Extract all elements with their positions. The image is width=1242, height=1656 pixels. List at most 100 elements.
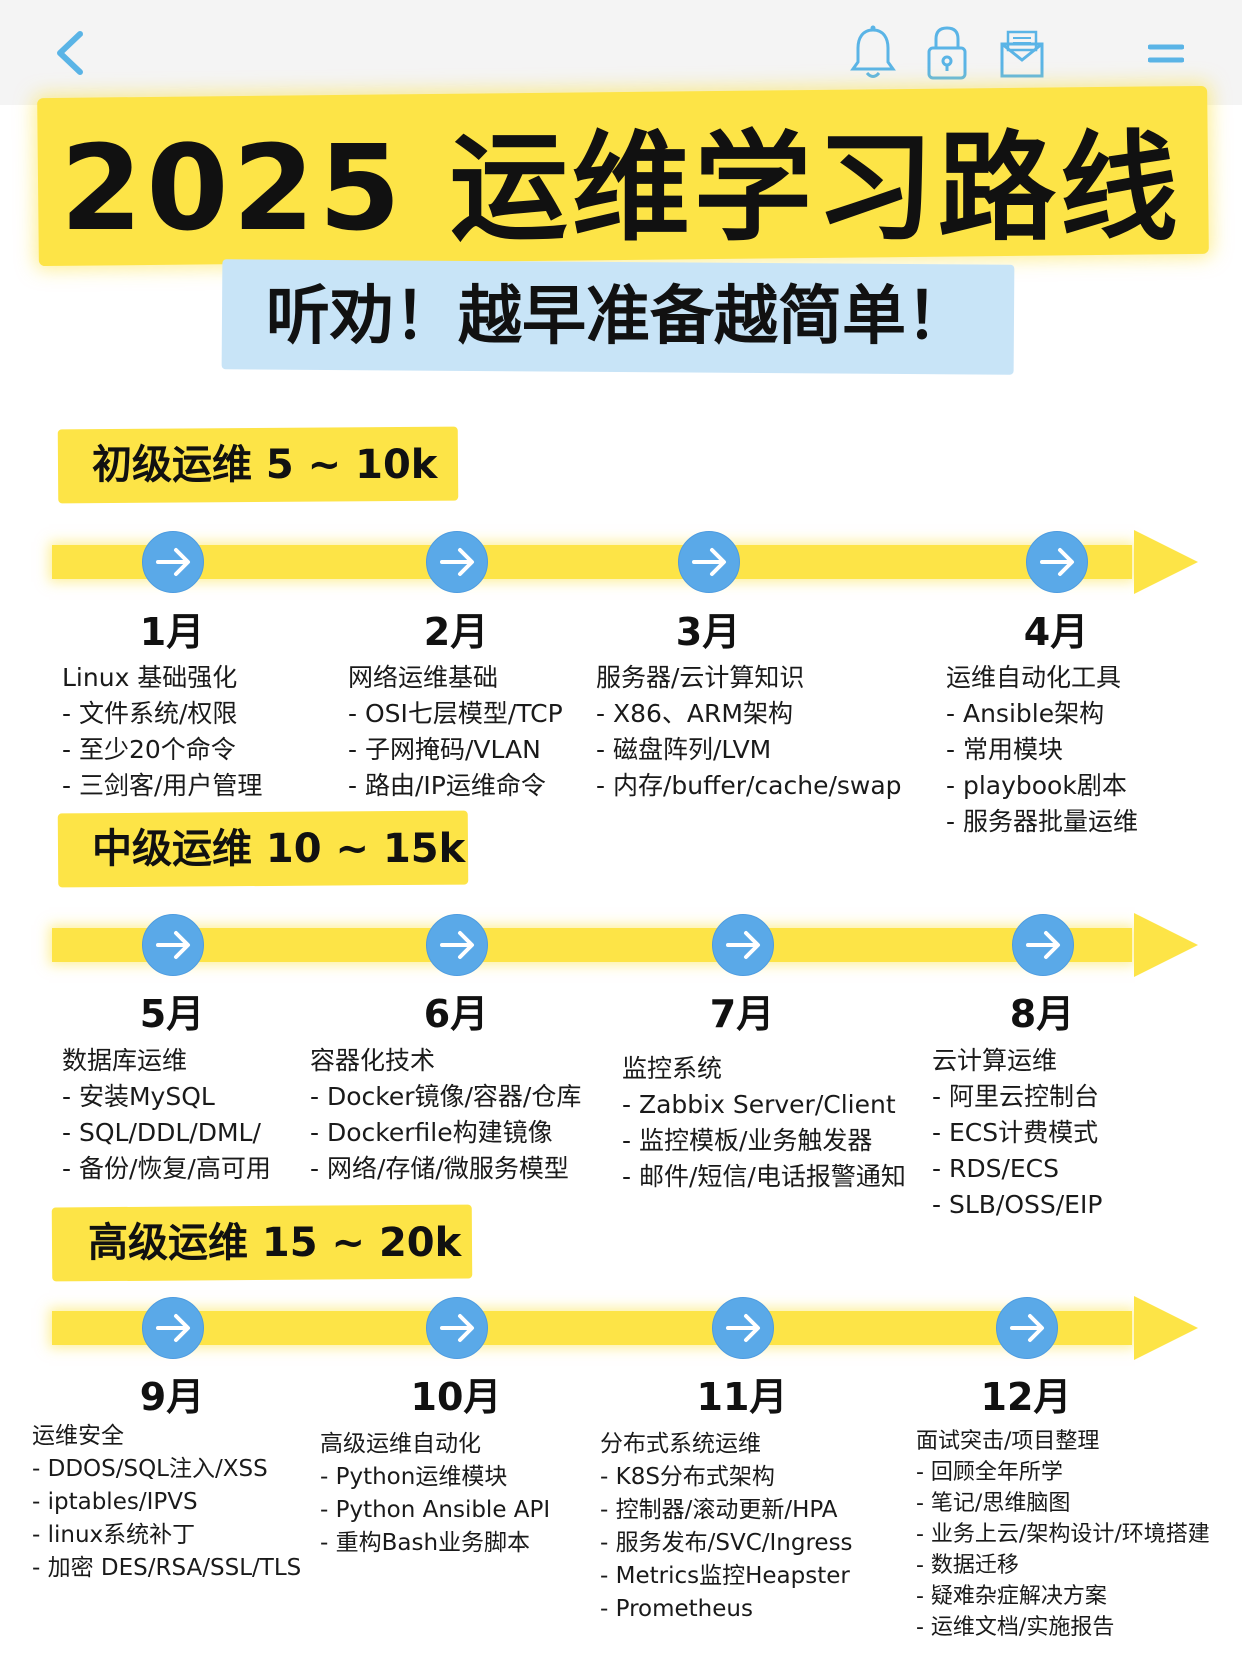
- topic-item: - Docker镜像/容器/仓库: [310, 1082, 582, 1111]
- month-content: Linux 基础强化 - 文件系统/权限 - 至少20个命令 - 三剑客/用户管…: [62, 660, 262, 804]
- topic-item: - 控制器/滚动更新/HPA: [600, 1497, 838, 1523]
- arrow-right-icon: [712, 914, 774, 976]
- month-content: 容器化技术 - Docker镜像/容器/仓库 - Dockerfile构建镜像 …: [310, 1043, 581, 1187]
- topic-heading: 容器化技术: [310, 1046, 436, 1075]
- month-content: 高级运维自动化 - Python运维模块 - Python Ansible AP…: [320, 1428, 550, 1560]
- level-label: 高级运维 15 ~ 20k: [88, 1220, 462, 1266]
- month-label: 1月: [139, 610, 205, 654]
- topic-heading: 面试突击/项目整理: [916, 1429, 1100, 1454]
- topic-item: - 三剑客/用户管理: [62, 771, 263, 800]
- month-content: 监控系统 - Zabbix Server/Client - 监控模板/业务触发器…: [622, 1051, 906, 1195]
- topic-item: - Dockerfile构建镜像: [310, 1118, 553, 1147]
- month-content: 服务器/云计算知识 - X86、ARM架构 - 磁盘阵列/LVM - 内存/bu…: [596, 660, 902, 804]
- arrow-right-icon: [678, 531, 740, 593]
- topic-heading: 高级运维自动化: [320, 1431, 481, 1457]
- timeline-bar: [52, 1311, 1132, 1345]
- timeline-arrowhead: [1134, 913, 1198, 977]
- topic-item: - 邮件/短信/电话报警通知: [622, 1162, 906, 1191]
- arrow-right-icon: [142, 914, 204, 976]
- topic-item: - SQL/DDL/DML/: [62, 1118, 261, 1147]
- month-label: 6月: [423, 992, 489, 1036]
- month-label: 10月: [410, 1375, 502, 1419]
- topic-item: - 子网掩码/VLAN: [348, 735, 541, 764]
- topic-item: - K8S分布式架构: [600, 1464, 775, 1490]
- page-title: 2025 运维学习路线: [60, 119, 1182, 257]
- topic-item: - RDS/ECS: [932, 1154, 1060, 1183]
- topic-item: - Metrics监控Heapster: [600, 1563, 850, 1589]
- topic-item: - DDOS/SQL注入/XSS: [32, 1456, 268, 1482]
- topic-item: - 阿里云控制台: [932, 1082, 1099, 1111]
- topic-item: - 内存/buffer/cache/swap: [596, 771, 902, 800]
- topic-item: - 疑难杂症解决方案: [916, 1584, 1107, 1609]
- month-content: 云计算运维 - 阿里云控制台 - ECS计费模式 - RDS/ECS - SLB…: [932, 1043, 1102, 1223]
- topic-item: - 服务发布/SVC/Ingress: [600, 1530, 853, 1556]
- arrow-right-icon: [142, 531, 204, 593]
- topic-item: - iptables/IPVS: [32, 1489, 198, 1515]
- month-label: 2月: [423, 610, 489, 654]
- topic-item: - playbook剧本: [946, 771, 1127, 800]
- menu-icon[interactable]: [1148, 42, 1184, 66]
- topic-item: - 重构Bash业务脚本: [320, 1530, 531, 1556]
- month-label: 8月: [1009, 992, 1075, 1036]
- month-label: 4月: [1023, 610, 1089, 654]
- arrow-right-icon: [712, 1297, 774, 1359]
- month-content: 数据库运维 - 安装MySQL - SQL/DDL/DML/ - 备份/恢复/高…: [62, 1043, 271, 1187]
- topic-item: - 路由/IP运维命令: [348, 771, 546, 800]
- page-subtitle: 听劝！越早准备越简单！: [266, 280, 970, 354]
- month-content: 面试突击/项目整理 - 回顾全年所学 - 笔记/思维脑图 - 业务上云/架构设计…: [916, 1426, 1210, 1643]
- topic-item: - 备份/恢复/高可用: [62, 1154, 271, 1183]
- timeline-bar: [52, 545, 1132, 579]
- arrow-right-icon: [426, 1297, 488, 1359]
- lock-icon[interactable]: [924, 24, 970, 82]
- month-label: 7月: [709, 992, 775, 1036]
- topic-heading: Linux 基础强化: [62, 663, 238, 692]
- month-label: 9月: [139, 1375, 205, 1419]
- topic-heading: 运维安全: [32, 1423, 124, 1449]
- timeline-bar: [52, 928, 1132, 962]
- month-content: 运维自动化工具 - Ansible架构 - 常用模块 - playbook剧本 …: [946, 660, 1138, 840]
- level-label: 中级运维 10 ~ 15k: [92, 826, 466, 872]
- topic-item: - 笔记/思维脑图: [916, 1491, 1071, 1516]
- topic-item: - SLB/OSS/EIP: [932, 1190, 1103, 1219]
- topic-item: - 安装MySQL: [62, 1082, 215, 1111]
- level-label: 初级运维 5 ~ 10k: [92, 442, 438, 488]
- topic-item: - X86、ARM架构: [596, 699, 793, 728]
- topic-item: - Prometheus: [600, 1596, 753, 1622]
- month-label: 12月: [980, 1375, 1072, 1419]
- topic-item: - 回顾全年所学: [916, 1460, 1063, 1485]
- topic-item: - 网络/存储/微服务模型: [310, 1154, 569, 1183]
- topic-item: - Ansible架构: [946, 699, 1105, 728]
- topic-item: - 加密 DES/RSA/SSL/TLS: [32, 1555, 302, 1581]
- topic-heading: 数据库运维: [62, 1046, 188, 1075]
- topic-heading: 服务器/云计算知识: [596, 663, 805, 692]
- topic-item: - 文件系统/权限: [62, 699, 238, 728]
- arrow-right-icon: [1026, 531, 1088, 593]
- month-content: 网络运维基础 - OSI七层模型/TCP - 子网掩码/VLAN - 路由/IP…: [348, 660, 563, 804]
- month-label: 3月: [675, 610, 741, 654]
- topic-heading: 运维自动化工具: [946, 663, 1122, 692]
- topic-item: - 业务上云/架构设计/环境搭建: [916, 1522, 1210, 1547]
- topic-heading: 监控系统: [622, 1054, 723, 1083]
- timeline-arrowhead: [1134, 530, 1198, 594]
- topic-item: - 常用模块: [946, 735, 1063, 764]
- topic-heading: 分布式系统运维: [600, 1431, 761, 1457]
- arrow-right-icon: [1012, 914, 1074, 976]
- topic-item: - Zabbix Server/Client: [622, 1090, 896, 1119]
- topic-item: - 数据迁移: [916, 1553, 1019, 1578]
- bell-icon[interactable]: [848, 24, 898, 82]
- month-label: 11月: [696, 1375, 788, 1419]
- timeline-arrowhead: [1134, 1296, 1198, 1360]
- month-content: 分布式系统运维 - K8S分布式架构 - 控制器/滚动更新/HPA - 服务发布…: [600, 1428, 853, 1626]
- topic-item: - Python Ansible API: [320, 1497, 551, 1523]
- topic-heading: 云计算运维: [932, 1046, 1058, 1075]
- arrow-right-icon: [996, 1297, 1058, 1359]
- topic-item: - 磁盘阵列/LVM: [596, 735, 772, 764]
- topic-item: - 至少20个命令: [62, 735, 236, 764]
- topic-item: - linux系统补丁: [32, 1522, 196, 1548]
- month-content: 运维安全 - DDOS/SQL注入/XSS - iptables/IPVS - …: [32, 1420, 301, 1585]
- topic-item: - OSI七层模型/TCP: [348, 699, 563, 728]
- topic-item: - 运维文档/实施报告: [916, 1615, 1115, 1640]
- month-label: 5月: [139, 992, 205, 1036]
- back-chevron-icon[interactable]: [50, 28, 90, 78]
- mail-icon[interactable]: [998, 28, 1046, 80]
